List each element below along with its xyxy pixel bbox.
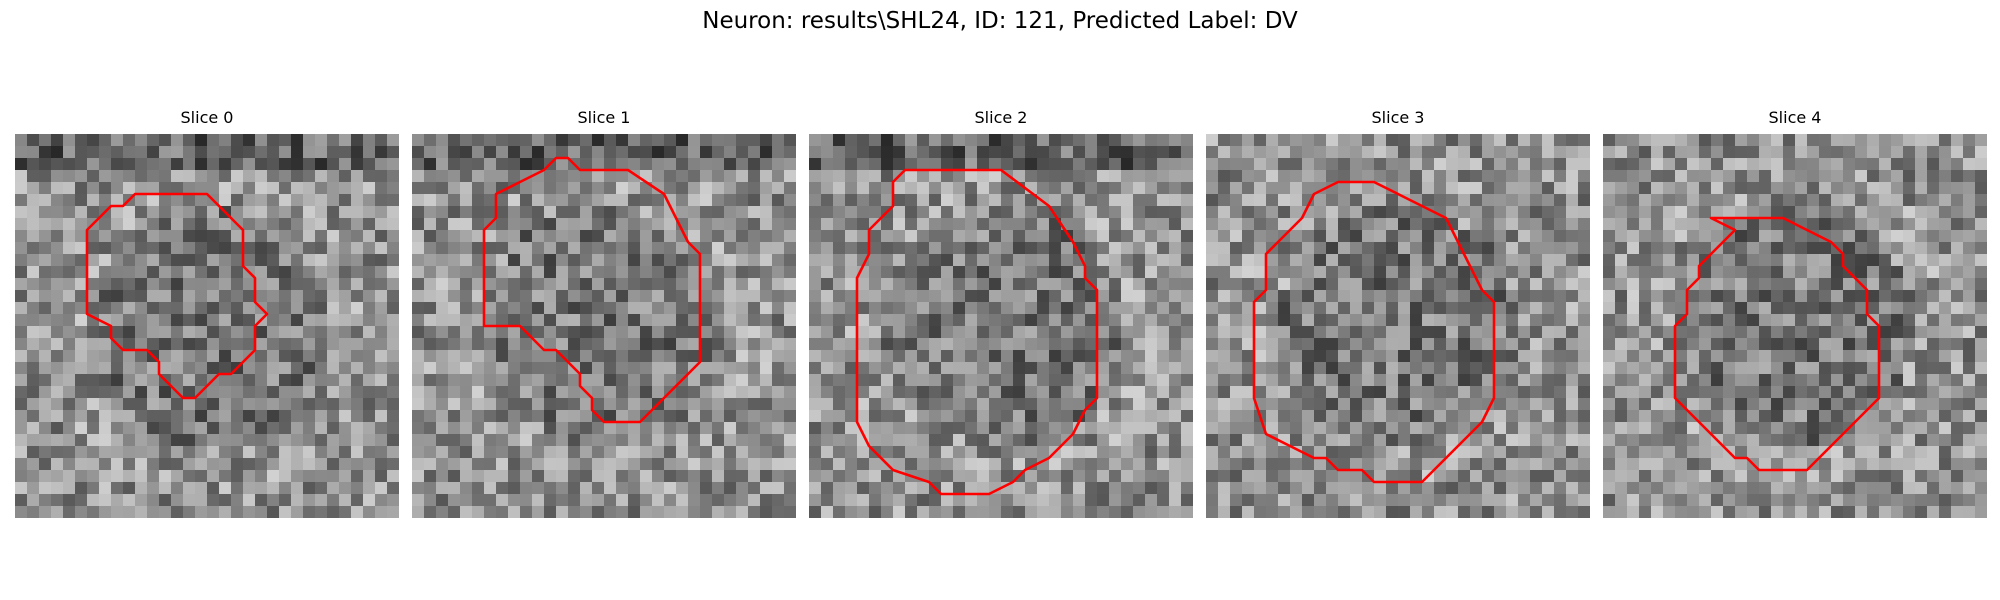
noise-texture: [15, 134, 399, 518]
slice-title: Slice 2: [974, 108, 1028, 127]
figure-title: Neuron: results\SHL24, ID: 121, Predicte…: [702, 8, 1298, 34]
slice-image: [809, 134, 1193, 518]
noise-texture: [809, 134, 1193, 518]
noise-texture: [1206, 134, 1590, 518]
slice-title: Slice 3: [1371, 108, 1425, 127]
slice-title: Slice 0: [180, 108, 234, 127]
slice-image: [412, 134, 796, 518]
noise-texture: [412, 134, 796, 518]
noise-texture: [1603, 134, 1987, 518]
neuron-contour: [482, 156, 702, 424]
neuron-contour: [85, 192, 269, 400]
slice-image: [1603, 134, 1987, 518]
neuron-contour: [855, 168, 1099, 496]
neuron-contour: [1673, 216, 1881, 472]
slice-title: Slice 4: [1768, 108, 1822, 127]
slice-image: [15, 134, 399, 518]
slice-image: [1206, 134, 1590, 518]
neuron-contour: [1252, 180, 1496, 484]
slice-title: Slice 1: [577, 108, 631, 127]
